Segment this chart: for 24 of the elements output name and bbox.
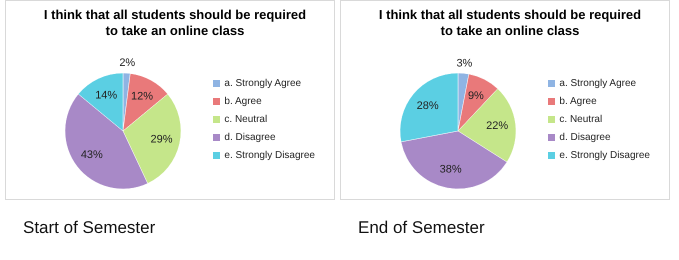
data-label: 14% xyxy=(95,89,118,102)
text: End of Semester xyxy=(358,218,486,238)
data-label: 29% xyxy=(150,134,173,146)
legend-label: c. Neutral xyxy=(224,114,268,125)
data-label: 9% xyxy=(468,90,484,102)
legend-label: a. Strongly Agree xyxy=(559,78,636,89)
legend-label: e. Strongly Disagree xyxy=(559,150,650,161)
chart-title: I think that all students should be required to take an online class xyxy=(42,6,308,40)
legend-label: b. Agree xyxy=(559,96,597,107)
data-label: 3% xyxy=(456,57,473,70)
data-label: 22% xyxy=(486,120,508,132)
legend-label: b. Agree xyxy=(224,96,262,107)
data-label: 2% xyxy=(119,57,136,70)
data-label: 28% xyxy=(416,100,439,112)
legend-label: c. Neutral xyxy=(559,114,602,125)
text: Start of Semester xyxy=(23,218,156,238)
legend-label: d. Disagree xyxy=(559,132,611,143)
legend-label: d. Disagree xyxy=(224,132,276,143)
legend-label: e. Strongly Disagree xyxy=(224,150,315,161)
legend-label: a. Strongly Agree xyxy=(224,78,302,89)
data-label: 43% xyxy=(80,149,104,162)
data-label: 12% xyxy=(130,90,154,102)
chart-title: I think that all students should be required to take an online class xyxy=(378,6,642,40)
data-label: 38% xyxy=(440,164,462,176)
